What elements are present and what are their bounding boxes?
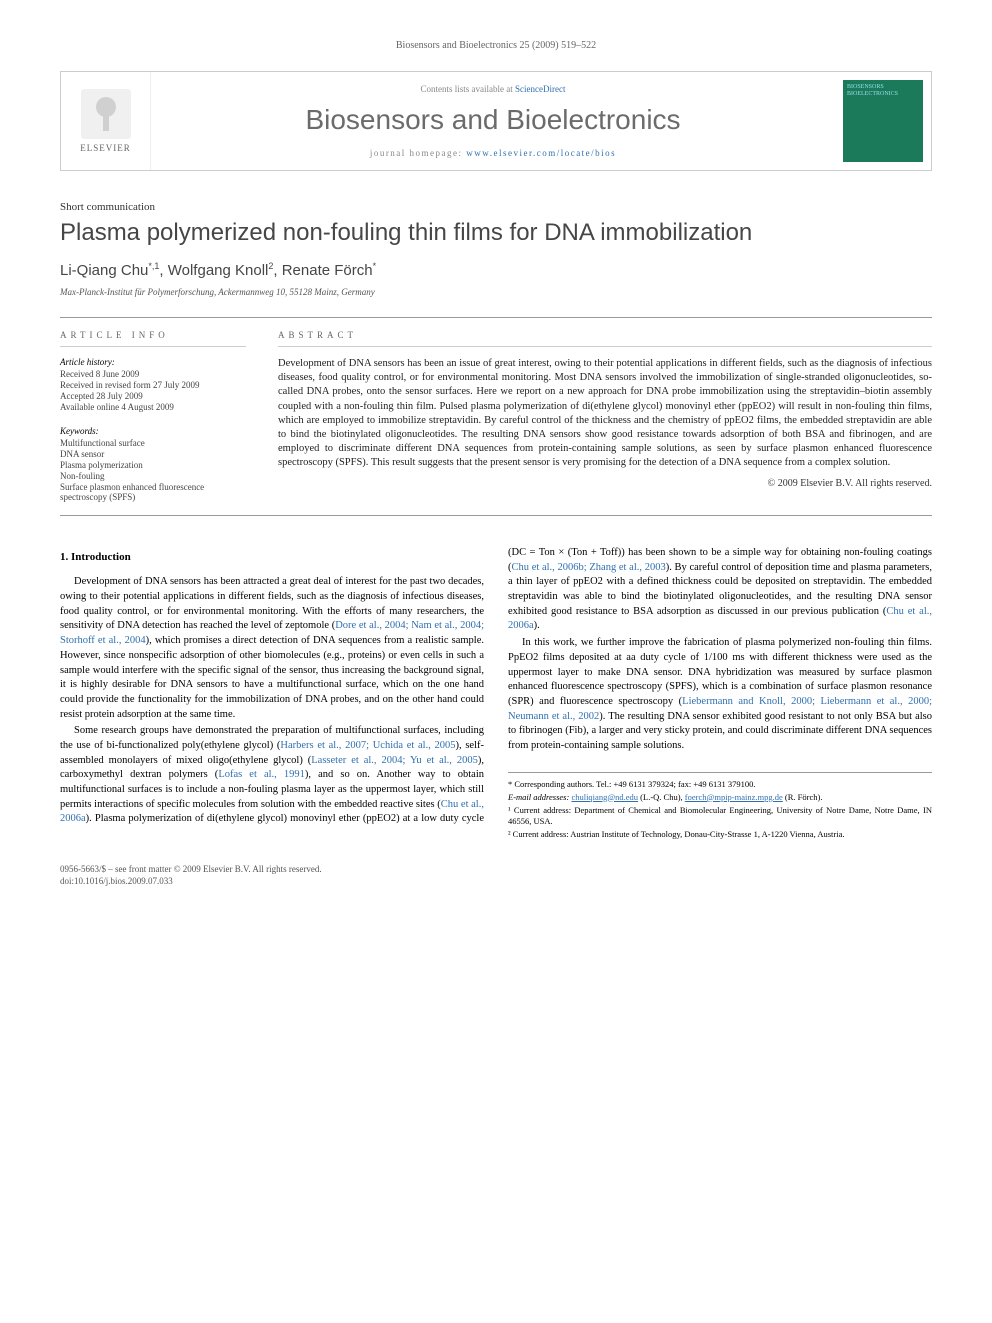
keywords-label: Keywords: xyxy=(60,426,246,436)
footnote-addr-1: ¹ Current address: Department of Chemica… xyxy=(508,805,932,827)
journal-header-center: Contents lists available at ScienceDirec… xyxy=(151,72,835,170)
body-columns: 1. Introduction Development of DNA senso… xyxy=(60,546,932,840)
history-item: Received in revised form 27 July 2009 xyxy=(60,380,246,390)
history-item: Received 8 June 2009 xyxy=(60,369,246,379)
abstract-copyright: © 2009 Elsevier B.V. All rights reserved… xyxy=(278,478,932,489)
para-text: ). xyxy=(534,620,540,631)
journal-homepage: journal homepage: www.elsevier.com/locat… xyxy=(163,148,823,158)
footer: 0956-5663/$ – see front matter © 2009 El… xyxy=(60,864,932,887)
citation-link[interactable]: Harbers et al., 2007; Uchida et al., 200… xyxy=(280,740,455,751)
homepage-prefix: journal homepage: xyxy=(370,148,466,158)
email-link-2[interactable]: foerch@mpip-mainz.mpg.de xyxy=(685,792,783,802)
keyword-item: Surface plasmon enhanced fluorescence sp… xyxy=(60,482,246,502)
article-info-panel: article info Article history: Received 8… xyxy=(60,318,260,515)
journal-header: ELSEVIER Contents lists available at Sci… xyxy=(60,71,932,171)
abstract-panel: abstract Development of DNA sensors has … xyxy=(260,318,932,515)
cover-title-text: BIOSENSORS BIOELECTRONICS xyxy=(843,80,923,102)
footer-line-1: 0956-5663/$ – see front matter © 2009 El… xyxy=(60,864,932,876)
email-link-1[interactable]: chuliqiang@nd.edu xyxy=(571,792,638,802)
contents-prefix: Contents lists available at xyxy=(421,84,515,94)
article-info-heading: article info xyxy=(60,330,246,347)
citation-link[interactable]: Lasseter et al., 2004; Yu et al., 2005 xyxy=(311,755,478,766)
footnote-addr-2: ² Current address: Austrian Institute of… xyxy=(508,829,932,840)
page-citation: Biosensors and Bioelectronics 25 (2009) … xyxy=(60,40,932,51)
footnotes: * Corresponding authors. Tel.: +49 6131 … xyxy=(508,772,932,840)
body-paragraph: Development of DNA sensors has been attr… xyxy=(60,575,484,722)
body-paragraph: In this work, we further improve the fab… xyxy=(508,636,932,754)
affiliation: Max-Planck-Institut für Polymerforschung… xyxy=(60,287,932,297)
contents-line: Contents lists available at ScienceDirec… xyxy=(163,84,823,94)
journal-cover-thumbnail: BIOSENSORS BIOELECTRONICS xyxy=(843,80,923,162)
elsevier-tree-icon xyxy=(81,89,131,139)
section-1-heading: 1. Introduction xyxy=(60,550,484,565)
footnote-corresponding: * Corresponding authors. Tel.: +49 6131 … xyxy=(508,779,932,790)
author-1-sup: *,1 xyxy=(148,261,159,271)
keyword-item: DNA sensor xyxy=(60,449,246,459)
abstract-text: Development of DNA sensors has been an i… xyxy=(278,357,932,470)
history-item: Available online 4 August 2009 xyxy=(60,402,246,412)
article-type: Short communication xyxy=(60,201,932,213)
homepage-link[interactable]: www.elsevier.com/locate/bios xyxy=(466,148,616,158)
elsevier-label: ELSEVIER xyxy=(80,143,131,153)
keyword-item: Multifunctional surface xyxy=(60,438,246,448)
author-1: Li-Qiang Chu xyxy=(60,262,148,279)
sciencedirect-link[interactable]: ScienceDirect xyxy=(515,84,565,94)
info-abstract-row: article info Article history: Received 8… xyxy=(60,317,932,516)
history-label: Article history: xyxy=(60,357,246,367)
authors-line: Li-Qiang Chu*,1, Wolfgang Knoll2, Renate… xyxy=(60,261,932,279)
email-who-1: (L.-Q. Chu), xyxy=(638,792,683,802)
keyword-item: Non-fouling xyxy=(60,471,246,481)
history-item: Accepted 28 July 2009 xyxy=(60,391,246,401)
article-title: Plasma polymerized non-fouling thin film… xyxy=(60,219,932,247)
author-3-sup: * xyxy=(373,261,377,271)
abstract-heading: abstract xyxy=(278,330,932,347)
footnote-emails: E-mail addresses: chuliqiang@nd.edu (L.-… xyxy=(508,792,932,803)
journal-name: Biosensors and Bioelectronics xyxy=(163,104,823,136)
author-2: , Wolfgang Knoll xyxy=(159,262,268,279)
citation-link[interactable]: Chu et al., 2006b; Zhang et al., 2003 xyxy=(512,562,666,573)
footer-doi: doi:10.1016/j.bios.2009.07.033 xyxy=(60,876,932,888)
citation-link[interactable]: Lofas et al., 1991 xyxy=(218,769,305,780)
email-who-2: (R. Förch). xyxy=(783,792,823,802)
keyword-item: Plasma polymerization xyxy=(60,460,246,470)
para-text: ), which promises a direct detection of … xyxy=(60,635,484,719)
elsevier-logo: ELSEVIER xyxy=(61,72,151,170)
author-3: , Renate Förch xyxy=(273,262,372,279)
email-label: E-mail addresses: xyxy=(508,792,571,802)
